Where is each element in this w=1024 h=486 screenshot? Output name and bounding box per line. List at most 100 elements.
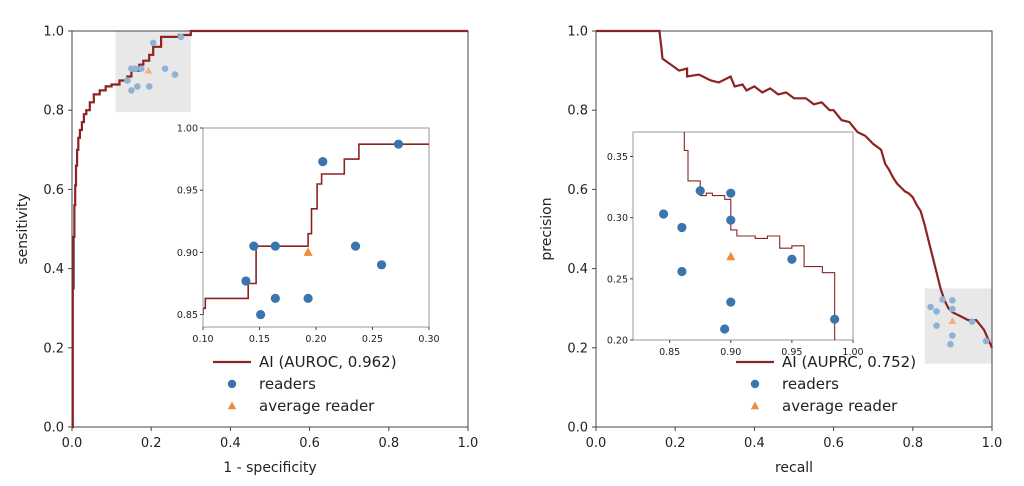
inset-x-tick-label: 0.20: [305, 334, 326, 345]
y-tick-label: 1.0: [43, 25, 64, 40]
ai-curve: [596, 29, 994, 349]
reader-point: [949, 296, 956, 304]
reader-point: [949, 332, 956, 339]
reader-point: [947, 340, 954, 348]
reader-point: [949, 305, 956, 313]
y-tick-label: 0.0: [567, 421, 588, 436]
inset-x-tick-label: 0.90: [720, 347, 741, 358]
x-tick-label: 0.6: [299, 436, 320, 451]
y-tick-label: 0.4: [43, 262, 64, 277]
inset-average-reader-point: [726, 251, 736, 261]
inset-reader-point: [726, 297, 736, 307]
y-tick-label: 0.2: [43, 341, 64, 356]
reader-point: [982, 337, 990, 345]
inset-reader-point: [318, 156, 328, 167]
inset-y-tick-label: 0.25: [607, 274, 628, 285]
legend-average-label: average reader: [259, 397, 375, 415]
y-tick-label: 0.6: [43, 183, 64, 198]
inset-chart: 0.10 0.15 0.20 0.25 0.30 0.85 0.90 0.95 1.00: [177, 124, 440, 346]
x-tick-label: 1.0: [982, 436, 1003, 451]
inset-x-tick-label: 0.10: [192, 334, 213, 345]
inset-y-tick-label: 0.90: [177, 248, 198, 259]
x-tick-label: 1.0: [458, 436, 479, 451]
legend-average-label: average reader: [782, 397, 898, 415]
legend: AI (AUPRC, 0.752) readers average reader: [736, 353, 916, 415]
y-tick-label: 0.2: [567, 341, 588, 356]
legend-average-swatch: [227, 401, 237, 410]
x-tick-label: 0.4: [744, 436, 765, 451]
x-axis-label: 1 - specificity: [223, 460, 316, 476]
inset-chart: 0.85 0.90 0.95 1.00 0.20 0.25 0.30 0.35: [607, 131, 864, 358]
inset-reader-point: [303, 293, 313, 303]
inset-reader-point: [249, 241, 259, 251]
reader-point: [145, 83, 153, 90]
reader-point: [933, 322, 940, 329]
inset-reader-point: [270, 241, 280, 251]
reader-point: [149, 39, 157, 47]
inset-y-tick-label: 1.00: [177, 124, 198, 135]
reader-point: [128, 87, 135, 94]
inset-reader-point: [726, 215, 736, 225]
inset-reader-point: [241, 276, 251, 286]
inset-x-tick-label: 0.85: [659, 347, 680, 358]
reader-point: [933, 308, 940, 315]
inset-y-tick-label: 0.35: [607, 152, 628, 163]
x-tick-label: 0.8: [378, 436, 399, 451]
legend-average-swatch: [750, 401, 760, 410]
inset-reader-point: [393, 139, 404, 149]
x-tick-label: 0.2: [141, 436, 162, 451]
reader-point: [132, 65, 139, 72]
average-reader-point: [948, 316, 957, 324]
inset-reader-point: [256, 309, 266, 320]
y-axis-label: precision: [539, 197, 555, 260]
y-tick-label: 0.6: [567, 183, 588, 198]
legend-readers-label: readers: [259, 375, 316, 393]
x-tick-label: 0.6: [823, 436, 844, 451]
inset-frame: [202, 127, 430, 328]
legend-readers-label: readers: [782, 375, 839, 393]
inset-reader-point: [787, 254, 797, 264]
x-tick-label: 0.0: [62, 436, 83, 451]
inset-x-tick-label: 0.25: [362, 334, 383, 345]
x-tick-label: 0.4: [220, 436, 241, 451]
y-tick-label: 0.0: [43, 421, 64, 436]
reader-point: [177, 33, 185, 41]
legend-readers-swatch: [227, 379, 237, 389]
inset-y-tick-label: 0.85: [177, 310, 198, 321]
x-tick-label: 0.2: [665, 436, 686, 451]
average-reader-point: [144, 66, 153, 74]
reader-point: [171, 71, 179, 78]
chart-panel-1: 0.0 0.2 0.4 0.6 0.8 1.0 0.0 0.2 0.4 0.6 0.8 1.0 reca…: [539, 25, 1002, 477]
inset-x-tick-label: 1.00: [842, 347, 863, 358]
inset-reader-point: [726, 188, 736, 198]
legend: AI (AUROC, 0.962) readers average reader: [213, 353, 397, 415]
inset-ai-curve: [203, 143, 429, 315]
reader-point: [939, 296, 946, 303]
y-tick-label: 0.4: [567, 262, 588, 277]
y-tick-label: 1.0: [567, 25, 588, 40]
inset-x-tick-label: 0.30: [418, 334, 439, 345]
reader-point: [134, 83, 141, 90]
y-tick-label: 0.8: [567, 104, 588, 119]
reader-point: [124, 77, 131, 84]
legend-ai-label: AI (AUROC, 0.962): [259, 353, 397, 371]
inset-reader-point: [677, 266, 687, 277]
reader-point: [138, 65, 145, 72]
x-tick-label: 0.0: [586, 436, 607, 451]
inset-x-tick-label: 0.15: [249, 334, 270, 345]
y-axis-label: sensitivity: [15, 193, 31, 264]
reader-point: [927, 303, 934, 311]
inset-reader-point: [658, 209, 669, 219]
legend-ai-label: AI (AUPRC, 0.752): [782, 353, 916, 371]
inset-reader-point: [270, 293, 280, 303]
chart-panel-0: 0.0 0.2 0.4 0.6 0.8 1.0 0.0 0.2 0.4 0.6 0.8 1.0 1 - …: [15, 25, 478, 477]
inset-y-tick-label: 0.30: [607, 213, 628, 224]
reader-point: [968, 318, 976, 325]
inset-y-tick-label: 0.20: [607, 336, 628, 347]
inset-reader-point: [677, 222, 687, 233]
inset-reader-point: [376, 260, 387, 270]
inset-reader-point: [830, 314, 840, 324]
inset-reader-point: [350, 241, 361, 251]
y-tick-label: 0.8: [43, 104, 64, 119]
